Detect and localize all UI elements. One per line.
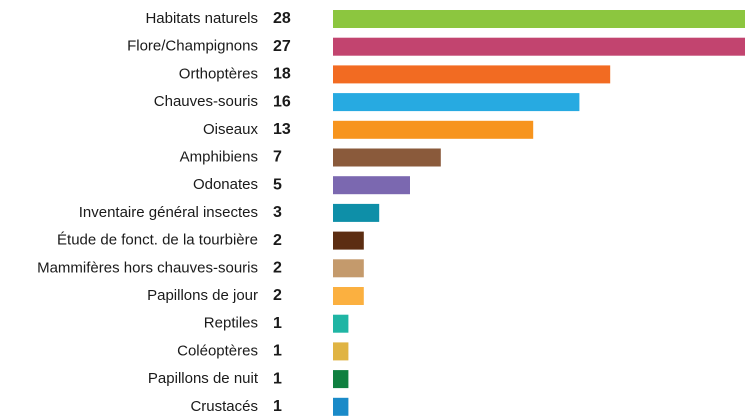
bar	[333, 342, 349, 361]
category-label: Inventaire général insectes	[79, 204, 258, 221]
category-label: Amphibiens	[180, 148, 258, 165]
bar	[333, 176, 410, 195]
bar	[333, 231, 364, 250]
category-label: Coléoptères	[177, 342, 258, 359]
bar	[333, 148, 441, 167]
value-label: 28	[273, 10, 291, 27]
value-label: 1	[273, 370, 282, 387]
value-label: 1	[273, 398, 282, 415]
category-label: Orthoptères	[179, 65, 258, 82]
bar	[333, 314, 349, 333]
bar	[333, 259, 364, 278]
category-label: Habitats naturels	[145, 10, 258, 27]
value-label: 7	[273, 149, 282, 166]
bar	[333, 397, 349, 416]
bar	[333, 287, 364, 305]
value-label: 2	[273, 232, 282, 249]
value-label: 3	[273, 204, 282, 221]
category-label: Papillons de nuit	[148, 370, 259, 387]
bar	[333, 10, 745, 28]
category-label: Odonates	[193, 176, 258, 193]
bar	[333, 93, 580, 112]
value-label: 2	[273, 260, 282, 277]
bar	[333, 65, 611, 84]
category-label: Crustacés	[190, 398, 258, 415]
value-label: 1	[273, 343, 282, 360]
category-label: Papillons de jour	[147, 287, 258, 304]
value-label: 1	[273, 315, 282, 332]
bar	[333, 37, 745, 56]
bar	[333, 120, 534, 139]
value-label: 27	[273, 38, 291, 55]
category-label: Reptiles	[204, 315, 258, 332]
value-label: 18	[273, 66, 291, 83]
bar	[333, 203, 380, 222]
value-label: 5	[273, 176, 282, 193]
value-label: 16	[273, 93, 291, 110]
category-label: Mammifères hors chauves-souris	[37, 259, 258, 276]
value-label: 2	[273, 287, 282, 304]
category-label: Oiseaux	[203, 121, 259, 138]
value-label: 13	[273, 121, 291, 138]
category-label: Flore/Champignons	[127, 38, 258, 55]
category-label: Chauves-souris	[154, 93, 258, 110]
category-label: Étude de fonct. de la tourbière	[57, 232, 258, 249]
bars	[333, 10, 745, 416]
bar	[333, 370, 349, 389]
